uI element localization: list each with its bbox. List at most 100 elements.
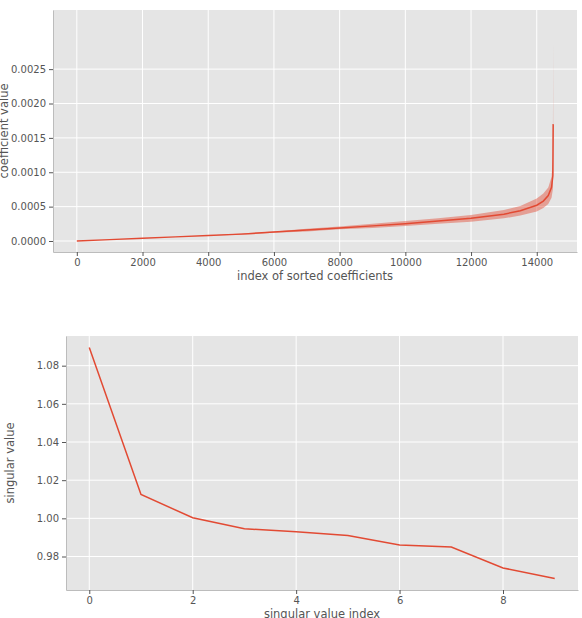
tick-mark [62, 480, 66, 481]
tick: 12000 [456, 252, 488, 268]
line [77, 124, 553, 241]
tick-mark [208, 252, 209, 256]
grid-line [192, 336, 193, 590]
tick: 0.0025 [11, 64, 53, 75]
grid-line [339, 10, 340, 252]
tick-label: 1.02 [37, 475, 59, 486]
grid-line [53, 69, 577, 70]
tick-label: 8000 [327, 257, 352, 268]
grid-line [503, 336, 504, 590]
tick-mark [405, 252, 406, 256]
tick-label: 0.0010 [11, 167, 46, 178]
tick-label: 1.08 [37, 360, 59, 371]
tick: 1.06 [37, 399, 66, 410]
tick-label: 1.04 [37, 437, 59, 448]
tick: 0 [87, 590, 93, 606]
grid-line [296, 336, 297, 590]
tick: 6000 [262, 252, 287, 268]
tick-label: 2 [190, 595, 196, 606]
tick-label: 2000 [130, 257, 155, 268]
tick-label: 6000 [262, 257, 287, 268]
tick-mark [503, 590, 504, 594]
axis-line [67, 590, 579, 591]
tick-mark [62, 442, 66, 443]
axis-line [54, 252, 578, 253]
tick-label: 8 [500, 595, 506, 606]
y-axis-title: coefficient value [0, 83, 11, 178]
tick-mark [62, 366, 66, 367]
tick-mark [89, 590, 90, 594]
tick-mark [340, 252, 341, 256]
plot-marks [89, 348, 554, 579]
tick-label: 0.0015 [11, 133, 46, 144]
grid-line [66, 403, 578, 404]
tick-label: 0 [74, 257, 80, 268]
tick: 4000 [196, 252, 221, 268]
line [89, 348, 554, 579]
grid-line [53, 103, 577, 104]
grid-line [399, 336, 400, 590]
tick-label: 1.06 [37, 399, 59, 410]
tick: 1.02 [37, 475, 66, 486]
grid-line [66, 365, 578, 366]
tick: 0.0005 [11, 201, 53, 212]
tick-mark [296, 590, 297, 594]
tick-mark [537, 252, 538, 256]
tick-mark [62, 404, 66, 405]
figure: 020004000600080001000012000140000.00000.… [0, 0, 582, 618]
axis-line [66, 337, 67, 591]
tick: 1.00 [37, 513, 66, 524]
tick-label: 4000 [196, 257, 221, 268]
grid-line [405, 10, 406, 252]
axis-line [53, 11, 54, 253]
tick-mark [143, 252, 144, 256]
tick-label: 0 [87, 595, 93, 606]
grid-line [66, 442, 578, 443]
tick-mark [49, 241, 53, 242]
plot-marks [77, 42, 553, 241]
tick: 1.08 [37, 360, 66, 371]
grid-line [53, 241, 577, 242]
tick: 0.0000 [11, 236, 53, 247]
grid-line [66, 518, 578, 519]
tick-mark [49, 138, 53, 139]
tick: 0.0020 [11, 98, 53, 109]
tick-mark [49, 207, 53, 208]
plot-background [66, 336, 578, 590]
plot-background [53, 10, 577, 252]
tick-mark [274, 252, 275, 256]
y-axis: 0.98 1.00 1.02 1.04 1.06 1.08 [37, 337, 67, 591]
grid-line [66, 556, 578, 557]
grid [53, 10, 577, 252]
tick-mark [62, 518, 66, 519]
tick: 2000 [130, 252, 155, 268]
tick-label: 1.00 [37, 513, 59, 524]
tick: 0 [74, 252, 80, 268]
x-axis: 0 2 4 6 8 [67, 590, 579, 606]
tick: 6 [397, 590, 403, 606]
tick-label: 0.0000 [11, 236, 46, 247]
grid-line [53, 206, 577, 207]
tick-mark [49, 104, 53, 105]
tick-mark [193, 590, 194, 594]
tick: 4 [293, 590, 299, 606]
tick-label: 0.98 [37, 551, 59, 562]
y-axis: 0.0000 0.0005 0.0010 0.0015 0.0020 0.0025 [11, 11, 54, 253]
chart: 0 2 4 6 8 0.98 1.00 1.02 1.04 1.06 1.08 singular va… [3, 336, 579, 618]
tick-label: 10000 [390, 257, 422, 268]
grid-line [53, 172, 577, 173]
tick: 0.98 [37, 551, 66, 562]
grid-line [53, 137, 577, 138]
chart: 020004000600080001000012000140000.00000.… [0, 10, 578, 283]
tick-mark [400, 590, 401, 594]
tick: 8 [500, 590, 506, 606]
tick-label: 12000 [456, 257, 488, 268]
tick: 10000 [390, 252, 422, 268]
tick-label: 0.0025 [11, 64, 46, 75]
tick: 8000 [327, 252, 352, 268]
grid [66, 336, 578, 590]
tick-mark [77, 252, 78, 256]
x-axis-title: singular value index [264, 607, 380, 618]
grid-line [536, 10, 537, 252]
tick-mark [62, 557, 66, 558]
